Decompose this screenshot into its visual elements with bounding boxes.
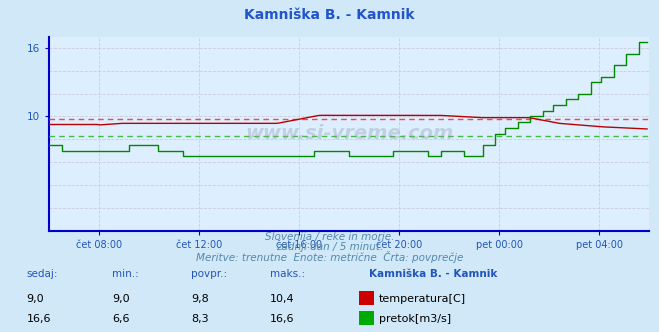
Text: 6,6: 6,6	[112, 314, 130, 324]
Text: 16,6: 16,6	[26, 314, 51, 324]
Text: temperatura[C]: temperatura[C]	[379, 294, 466, 304]
Text: Kamniška B. - Kamnik: Kamniška B. - Kamnik	[369, 269, 498, 279]
Text: Meritve: trenutne  Enote: metrične  Črta: povprečje: Meritve: trenutne Enote: metrične Črta: …	[196, 251, 463, 263]
Text: 8,3: 8,3	[191, 314, 209, 324]
Text: sedaj:: sedaj:	[26, 269, 58, 279]
Text: povpr.:: povpr.:	[191, 269, 227, 279]
Text: zadnji dan / 5 minut.: zadnji dan / 5 minut.	[276, 242, 383, 252]
Text: min.:: min.:	[112, 269, 139, 279]
Text: 10,4: 10,4	[270, 294, 295, 304]
Text: pretok[m3/s]: pretok[m3/s]	[379, 314, 451, 324]
Text: Slovenija / reke in morje.: Slovenija / reke in morje.	[265, 232, 394, 242]
Text: www.si-vreme.com: www.si-vreme.com	[245, 124, 453, 143]
Text: 9,0: 9,0	[26, 294, 44, 304]
Text: maks.:: maks.:	[270, 269, 305, 279]
Text: 9,8: 9,8	[191, 294, 209, 304]
Text: 9,0: 9,0	[112, 294, 130, 304]
Text: Kamniška B. - Kamnik: Kamniška B. - Kamnik	[244, 8, 415, 22]
Text: 16,6: 16,6	[270, 314, 295, 324]
